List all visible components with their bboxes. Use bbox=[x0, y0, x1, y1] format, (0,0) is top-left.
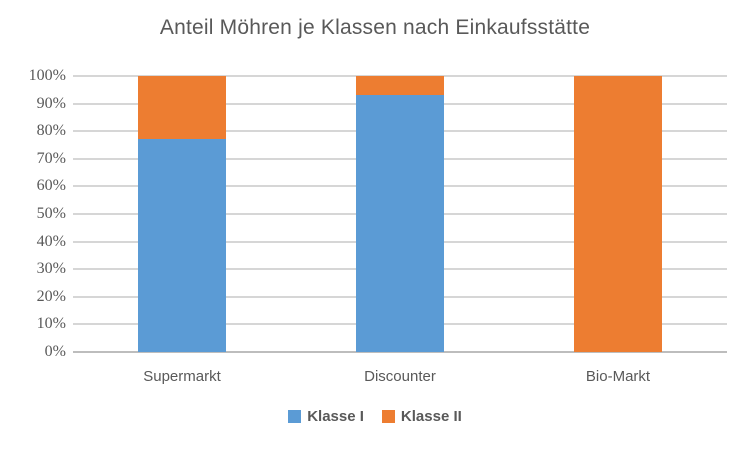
bar-stack-supermarkt bbox=[138, 76, 226, 352]
bar-segment-klasse-i bbox=[356, 95, 444, 352]
y-axis-tick-label: 40% bbox=[36, 232, 66, 250]
plot-area bbox=[73, 75, 727, 353]
legend-label: Klasse I bbox=[307, 408, 364, 425]
x-axis-label-discounter: Discounter bbox=[364, 368, 436, 385]
y-axis-tick-label: 0% bbox=[44, 343, 66, 360]
legend-item-klasse-i: Klasse I bbox=[288, 408, 364, 425]
y-axis-tick-label: 100% bbox=[28, 67, 66, 84]
y-axis-tick-label: 90% bbox=[36, 94, 66, 112]
bar-segment-klasse-ii bbox=[138, 76, 226, 140]
x-axis-label-bio-markt: Bio-Markt bbox=[585, 368, 651, 385]
bar-segment-klasse-ii bbox=[574, 76, 662, 352]
bar-stack-discounter bbox=[356, 76, 444, 352]
x-axis-line bbox=[73, 351, 727, 353]
y-axis-tick-label: 20% bbox=[36, 287, 66, 305]
y-axis-tick-label: 10% bbox=[36, 315, 66, 333]
legend: Klasse I Klasse II bbox=[0, 408, 750, 425]
y-axis-tick-label: 30% bbox=[36, 260, 66, 278]
y-axis-tick-label: 80% bbox=[36, 122, 66, 140]
legend-label: Klasse II bbox=[400, 408, 462, 425]
chart-title: Anteil Möhren je Klassen nach Einkaufsst… bbox=[159, 16, 591, 39]
bar-stack-bio-markt bbox=[574, 76, 662, 352]
legend-swatch-icon bbox=[288, 410, 302, 423]
legend-swatch-icon bbox=[381, 410, 395, 423]
y-axis-tick-label: 70% bbox=[36, 149, 66, 167]
y-axis-tick-label: 50% bbox=[36, 205, 66, 222]
legend-item-klasse-ii: Klasse II bbox=[381, 408, 462, 425]
gridline bbox=[73, 75, 727, 77]
bar-segment-klasse-i bbox=[138, 139, 226, 352]
bar-segment-klasse-ii bbox=[356, 76, 444, 96]
y-axis-tick-label: 60% bbox=[36, 177, 66, 195]
x-axis-label-supermarkt: Supermarkt bbox=[143, 368, 221, 385]
